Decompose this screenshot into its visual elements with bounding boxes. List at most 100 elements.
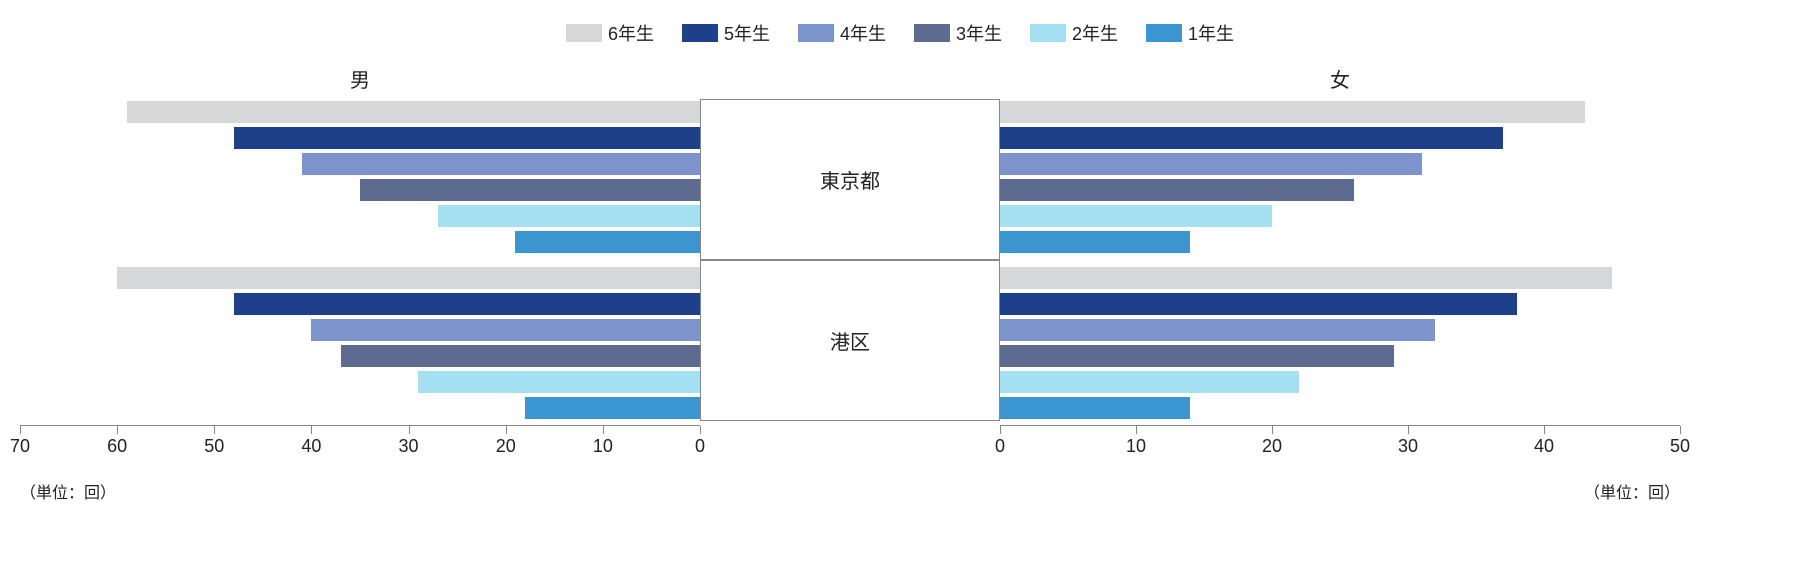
- bar-row: [1000, 127, 1680, 149]
- bar: [1000, 397, 1190, 419]
- legend-swatch: [798, 24, 834, 42]
- bar: [1000, 179, 1354, 201]
- axis-tick: [311, 426, 312, 434]
- axis-tick: [1000, 426, 1001, 434]
- bar: [525, 397, 700, 419]
- bar-row: [1000, 319, 1680, 341]
- legend-label: 2年生: [1072, 20, 1118, 46]
- bar-row: [1000, 205, 1680, 227]
- axis-tick-label: 70: [10, 436, 30, 457]
- bar-row: [20, 345, 700, 367]
- bar-row: [20, 153, 700, 175]
- axis-left: 010203040506070: [20, 425, 700, 455]
- axis-tick: [1544, 426, 1545, 434]
- bar: [302, 153, 700, 175]
- axis-tick: [1136, 426, 1137, 434]
- group-label: 東京都: [700, 99, 1000, 260]
- axis-tick: [1408, 426, 1409, 434]
- bar: [1000, 319, 1435, 341]
- bar-row: [20, 293, 700, 315]
- axis-tick: [214, 426, 215, 434]
- bar: [1000, 267, 1612, 289]
- axis-tick-label: 60: [107, 436, 127, 457]
- bar-row: [20, 267, 700, 289]
- unit-mid: [700, 479, 1000, 503]
- axis-tick-label: 30: [399, 436, 419, 457]
- legend-swatch: [1146, 24, 1182, 42]
- legend-label: 6年生: [608, 20, 654, 46]
- axis-tick-label: 40: [301, 436, 321, 457]
- bar: [311, 319, 700, 341]
- bar: [1000, 127, 1503, 149]
- legend-item: 6年生: [566, 20, 654, 46]
- axis-tick: [20, 426, 21, 434]
- axis-tick-label: 0: [695, 436, 705, 457]
- bar-row: [20, 319, 700, 341]
- axis-tick: [1680, 426, 1681, 434]
- bars-group-left: [20, 99, 700, 255]
- side-header-right: 女: [1000, 64, 1680, 93]
- bar-row: [1000, 231, 1680, 253]
- side-headers: 男 女: [20, 64, 1780, 93]
- unit-left: （単位：回）: [20, 479, 700, 503]
- axis-tick-label: 20: [1262, 436, 1282, 457]
- bar-row: [20, 231, 700, 253]
- bar: [515, 231, 700, 253]
- bar-row: [1000, 397, 1680, 419]
- bar-row: [1000, 345, 1680, 367]
- legend-item: 1年生: [1146, 20, 1234, 46]
- group-label: 港区: [700, 260, 1000, 421]
- legend-swatch: [566, 24, 602, 42]
- bar-row: [1000, 267, 1680, 289]
- axis-row: 010203040506070 01020304050: [20, 425, 1780, 455]
- legend-item: 2年生: [1030, 20, 1118, 46]
- panel-mid: 東京都港区: [700, 99, 1000, 421]
- bar-row: [1000, 293, 1680, 315]
- legend-item: 5年生: [682, 20, 770, 46]
- axis-tick: [506, 426, 507, 434]
- legend-label: 1年生: [1188, 20, 1234, 46]
- bar-row: [20, 179, 700, 201]
- bar: [234, 127, 700, 149]
- bars-group-right: [1000, 265, 1680, 421]
- axis-tick: [409, 426, 410, 434]
- bar: [1000, 231, 1190, 253]
- bar-row: [20, 127, 700, 149]
- legend-swatch: [914, 24, 950, 42]
- bars-group-left: [20, 265, 700, 421]
- unit-right: （単位：回）: [1000, 479, 1680, 503]
- plot-area: 東京都港区: [20, 99, 1780, 421]
- legend-label: 5年生: [724, 20, 770, 46]
- axis-tick-label: 30: [1398, 436, 1418, 457]
- bar-row: [1000, 179, 1680, 201]
- axis-tick-label: 20: [496, 436, 516, 457]
- legend-label: 3年生: [956, 20, 1002, 46]
- axis-tick-label: 0: [995, 436, 1005, 457]
- bars-group-right: [1000, 99, 1680, 255]
- bar: [341, 345, 700, 367]
- bar-row: [20, 205, 700, 227]
- panel-right: [1000, 99, 1680, 421]
- side-header-mid: [700, 64, 1000, 93]
- bar: [117, 267, 700, 289]
- legend-swatch: [682, 24, 718, 42]
- axis-tick: [117, 426, 118, 434]
- legend-item: 4年生: [798, 20, 886, 46]
- legend: 6年生 5年生 4年生 3年生 2年生 1年生: [20, 20, 1780, 46]
- axis-tick: [700, 426, 701, 434]
- bar: [1000, 371, 1299, 393]
- axis-tick-label: 40: [1534, 436, 1554, 457]
- bar: [127, 101, 700, 123]
- bar-row: [20, 371, 700, 393]
- axis-tick: [1272, 426, 1273, 434]
- legend-label: 4年生: [840, 20, 886, 46]
- bar: [234, 293, 700, 315]
- bar: [418, 371, 700, 393]
- axis-tick: [603, 426, 604, 434]
- axis-tick-label: 10: [1126, 436, 1146, 457]
- bar: [1000, 293, 1517, 315]
- side-header-left: 男: [20, 64, 700, 93]
- panel-left: [20, 99, 700, 421]
- axis-tick-label: 50: [1670, 436, 1690, 457]
- butterfly-chart: 6年生 5年生 4年生 3年生 2年生 1年生 男 女 東京都港区 0 10 20 30 40 50…: [20, 20, 1780, 503]
